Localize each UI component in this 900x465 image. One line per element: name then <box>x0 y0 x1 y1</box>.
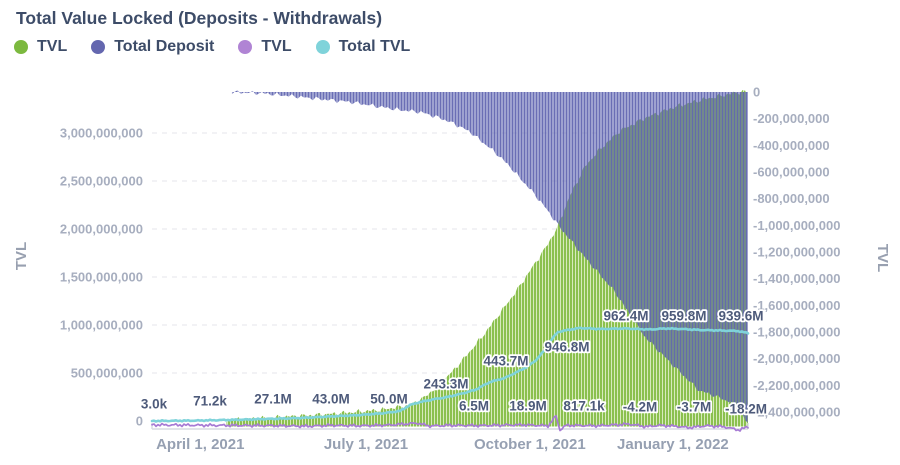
svg-text:959.8M: 959.8M <box>661 309 706 324</box>
legend-dot-icon <box>238 40 253 54</box>
legend-dot-icon <box>315 40 330 54</box>
svg-text:1,000,000,000: 1,000,000,000 <box>60 318 143 333</box>
svg-text:-2,000,000,000: -2,000,000,000 <box>753 351 840 366</box>
svg-text:-1,600,000,000: -1,600,000,000 <box>753 298 840 313</box>
svg-text:-18.2M: -18.2M <box>725 402 767 417</box>
bar-series-total-deposit <box>231 90 748 423</box>
svg-text:962.4M: 962.4M <box>603 309 648 324</box>
svg-text:500,000,000: 500,000,000 <box>71 366 143 381</box>
svg-text:July 1, 2021: July 1, 2021 <box>324 436 408 453</box>
svg-text:-4.2M: -4.2M <box>623 400 658 415</box>
legend-item-tvl-line[interactable]: TVL <box>238 38 292 56</box>
svg-text:2,000,000,000: 2,000,000,000 <box>60 222 143 237</box>
chart-title: Total Value Locked (Deposits - Withdrawa… <box>16 8 383 28</box>
svg-text:946.8M: 946.8M <box>544 340 589 355</box>
svg-text:27.1M: 27.1M <box>254 392 292 407</box>
svg-text:6.5M: 6.5M <box>459 399 489 414</box>
svg-text:-1,000,000,000: -1,000,000,000 <box>753 218 840 233</box>
svg-text:0: 0 <box>136 414 143 429</box>
svg-text:817.1k: 817.1k <box>563 399 605 414</box>
svg-text:-1,800,000,000: -1,800,000,000 <box>753 324 840 339</box>
svg-text:January 1, 2022: January 1, 2022 <box>617 436 729 453</box>
svg-text:3.0k: 3.0k <box>141 397 168 412</box>
svg-text:-600,000,000: -600,000,000 <box>753 164 830 179</box>
svg-text:71.2k: 71.2k <box>193 394 227 409</box>
right-axis-title: TVL <box>874 244 891 272</box>
svg-text:939.6M: 939.6M <box>718 309 763 324</box>
svg-text:443.7M: 443.7M <box>483 354 528 369</box>
svg-text:-2,200,000,000: -2,200,000,000 <box>753 378 840 393</box>
svg-text:43.0M: 43.0M <box>312 392 350 407</box>
svg-text:243.3M: 243.3M <box>423 377 468 392</box>
legend-item-label: TVL <box>261 38 292 55</box>
right-axis-ticks: 0 -200,000,000 -400,000,000 -600,000,000 -80… <box>753 85 840 420</box>
data-labels-total-tvl: 3.0k 71.2k 27.1M 43.0M 50.0M 243.3M 443.7M 946.… <box>139 307 765 414</box>
svg-text:-400,000,000: -400,000,000 <box>753 138 830 153</box>
legend-item-total-tvl[interactable]: Total TVL <box>315 38 411 56</box>
svg-text:-2,400,000,000: -2,400,000,000 <box>753 404 840 419</box>
legend-item-label: Total TVL <box>338 38 411 55</box>
data-labels-tvl: 6.5M 18.9M 817.1k -4.2M -3.7M -18.2M <box>457 397 769 419</box>
legend-item-tvl-bar[interactable]: TVL <box>14 38 67 56</box>
line-series-total-tvl <box>150 326 750 423</box>
svg-text:1,500,000,000: 1,500,000,000 <box>60 270 143 285</box>
svg-text:April 1, 2021: April 1, 2021 <box>156 436 244 453</box>
svg-text:-3.7M: -3.7M <box>677 400 712 415</box>
svg-text:2,500,000,000: 2,500,000,000 <box>60 174 143 189</box>
legend-item-label: TVL <box>37 38 68 55</box>
svg-text:-800,000,000: -800,000,000 <box>753 191 830 206</box>
legend: TVL Total Deposit TVL Total TVL <box>14 38 410 56</box>
legend-item-total-deposit[interactable]: Total Deposit <box>91 38 214 56</box>
left-axis-title: TVL <box>13 242 30 270</box>
svg-text:50.0M: 50.0M <box>370 392 408 407</box>
legend-item-label: Total Deposit <box>114 38 215 55</box>
legend-dot-icon <box>14 40 28 54</box>
x-axis-ticks: April 1, 2021 July 1, 2021 October 1, 2021… <box>156 436 729 453</box>
legend-dot-icon <box>91 40 106 54</box>
svg-text:-200,000,000: -200,000,000 <box>753 111 830 126</box>
svg-text:-1,200,000,000: -1,200,000,000 <box>753 244 840 259</box>
svg-text:October 1, 2021: October 1, 2021 <box>474 436 586 453</box>
svg-text:18.9M: 18.9M <box>509 399 547 414</box>
svg-text:0: 0 <box>753 85 760 100</box>
left-axis-ticks: 3,000,000,000 2,500,000,000 2,000,000,000 1… <box>60 126 143 429</box>
svg-text:-1,400,000,000: -1,400,000,000 <box>753 271 840 286</box>
svg-text:3,000,000,000: 3,000,000,000 <box>60 126 143 141</box>
line-series-tvl <box>151 414 749 432</box>
